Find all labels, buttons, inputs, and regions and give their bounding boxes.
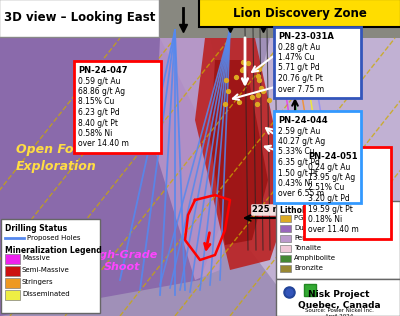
Text: Peridotite: Peridotite <box>294 235 327 241</box>
FancyBboxPatch shape <box>274 111 361 203</box>
Text: 225 m: 225 m <box>252 205 282 215</box>
Text: 68.86 g/t Ag: 68.86 g/t Ag <box>78 87 125 96</box>
Text: 8.15% Cu: 8.15% Cu <box>78 98 114 106</box>
Text: Stringers: Stringers <box>22 279 54 285</box>
FancyBboxPatch shape <box>280 245 291 252</box>
Text: 19.59 g/t Pt: 19.59 g/t Pt <box>308 204 353 214</box>
Text: Open For
Exploration: Open For Exploration <box>16 143 97 173</box>
FancyBboxPatch shape <box>4 289 20 300</box>
Text: High-Grade
Shoot: High-Grade Shoot <box>86 250 158 272</box>
Polygon shape <box>210 60 268 245</box>
Text: over 11.40 m: over 11.40 m <box>308 226 359 234</box>
Text: Bronzite: Bronzite <box>294 265 323 271</box>
Text: 0.18% Ni: 0.18% Ni <box>308 215 342 224</box>
Text: Nisk Project
Quebec, Canada: Nisk Project Quebec, Canada <box>298 290 380 310</box>
FancyBboxPatch shape <box>274 27 361 98</box>
Text: Drilling Status: Drilling Status <box>5 224 67 233</box>
Text: 2.59 g/t Au: 2.59 g/t Au <box>278 126 320 136</box>
Text: Dunite: Dunite <box>294 225 317 231</box>
Text: 5.71 g/t Pd: 5.71 g/t Pd <box>278 64 320 72</box>
Text: Mineralization Legend: Mineralization Legend <box>5 246 102 255</box>
Text: 3.20 g/t Pd: 3.20 g/t Pd <box>308 194 350 203</box>
FancyBboxPatch shape <box>276 279 400 316</box>
Text: Semi-Massive: Semi-Massive <box>22 267 70 273</box>
Text: PGM Target Zone: PGM Target Zone <box>294 215 353 221</box>
Text: 8.40 g/t Pt: 8.40 g/t Pt <box>78 118 118 127</box>
Polygon shape <box>0 38 400 316</box>
Text: PN-24-044: PN-24-044 <box>278 116 328 125</box>
FancyBboxPatch shape <box>276 201 400 279</box>
FancyBboxPatch shape <box>280 255 291 262</box>
FancyBboxPatch shape <box>1 219 100 313</box>
Text: Lion Discovery Zone: Lion Discovery Zone <box>233 7 367 20</box>
Text: Proposed Holes: Proposed Holes <box>27 235 80 241</box>
Text: Massive: Massive <box>22 255 50 261</box>
FancyBboxPatch shape <box>280 265 291 272</box>
Text: PN-24-047: PN-24-047 <box>78 66 128 75</box>
Text: 0.43% Ni: 0.43% Ni <box>278 179 312 188</box>
Text: 3D view – Looking East: 3D view – Looking East <box>4 11 155 25</box>
FancyBboxPatch shape <box>4 265 20 276</box>
Text: 6.35 g/t Pd: 6.35 g/t Pd <box>278 158 320 167</box>
FancyBboxPatch shape <box>304 147 391 239</box>
Text: 2.51% Cu: 2.51% Cu <box>308 184 344 192</box>
Polygon shape <box>155 38 240 280</box>
Text: 5.33% Cu: 5.33% Cu <box>278 148 315 156</box>
Text: Amphibolite: Amphibolite <box>294 255 336 261</box>
Text: over 14.40 m: over 14.40 m <box>78 139 129 149</box>
Text: 13.95 g/t Ag: 13.95 g/t Ag <box>308 173 355 182</box>
Text: 300 m: 300 m <box>278 141 288 169</box>
Text: Disseminated: Disseminated <box>22 291 70 297</box>
FancyBboxPatch shape <box>4 253 20 264</box>
Text: over 7.75 m: over 7.75 m <box>278 84 324 94</box>
FancyBboxPatch shape <box>280 235 291 242</box>
Text: Source: Power Nickel Inc.
April 2024: Source: Power Nickel Inc. April 2024 <box>304 308 374 316</box>
Text: PN-23-031A: PN-23-031A <box>278 32 334 41</box>
Text: 0.24 g/t Au: 0.24 g/t Au <box>308 162 350 172</box>
Text: Tonalite: Tonalite <box>294 245 321 251</box>
Text: 40.27 g/t Ag: 40.27 g/t Ag <box>278 137 325 146</box>
Text: 1.47% Cu: 1.47% Cu <box>278 53 314 62</box>
Polygon shape <box>240 38 400 316</box>
Text: PN-24-051: PN-24-051 <box>308 152 358 161</box>
Text: Lithological Legend: Lithological Legend <box>280 206 365 215</box>
Text: 1.50 g/t Pt: 1.50 g/t Pt <box>278 168 318 178</box>
FancyBboxPatch shape <box>280 215 291 222</box>
FancyBboxPatch shape <box>74 61 161 153</box>
Text: 6.23 g/t Pd: 6.23 g/t Pd <box>78 108 120 117</box>
Polygon shape <box>195 38 290 270</box>
FancyBboxPatch shape <box>280 225 291 232</box>
Polygon shape <box>0 38 230 316</box>
Text: 0.58% Ni: 0.58% Ni <box>78 129 112 138</box>
Text: 20.76 g/t Pt: 20.76 g/t Pt <box>278 74 323 83</box>
FancyBboxPatch shape <box>199 0 400 27</box>
FancyBboxPatch shape <box>0 0 159 37</box>
FancyBboxPatch shape <box>4 277 20 288</box>
Text: 0.28 g/t Au: 0.28 g/t Au <box>278 42 320 52</box>
Text: Open For
Exploration: Open For Exploration <box>288 168 369 198</box>
Polygon shape <box>0 0 400 38</box>
Text: 0.59 g/t Au: 0.59 g/t Au <box>78 76 120 86</box>
Text: over 6.55 m: over 6.55 m <box>278 190 324 198</box>
